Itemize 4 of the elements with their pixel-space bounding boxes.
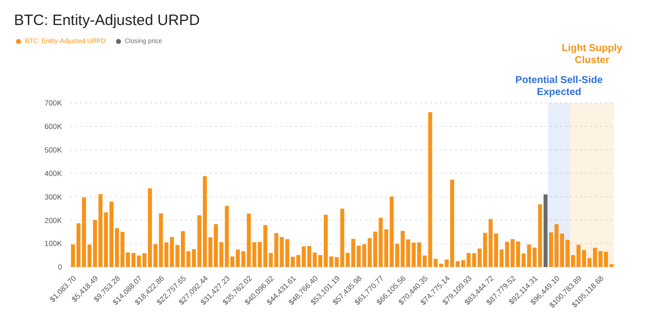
chart-title: BTC: Entity-Adjusted URPD <box>14 12 200 29</box>
bar <box>544 194 548 267</box>
text: Potential Sell-Side Expected <box>515 75 604 98</box>
text: Light Supply Cluster <box>562 43 623 66</box>
